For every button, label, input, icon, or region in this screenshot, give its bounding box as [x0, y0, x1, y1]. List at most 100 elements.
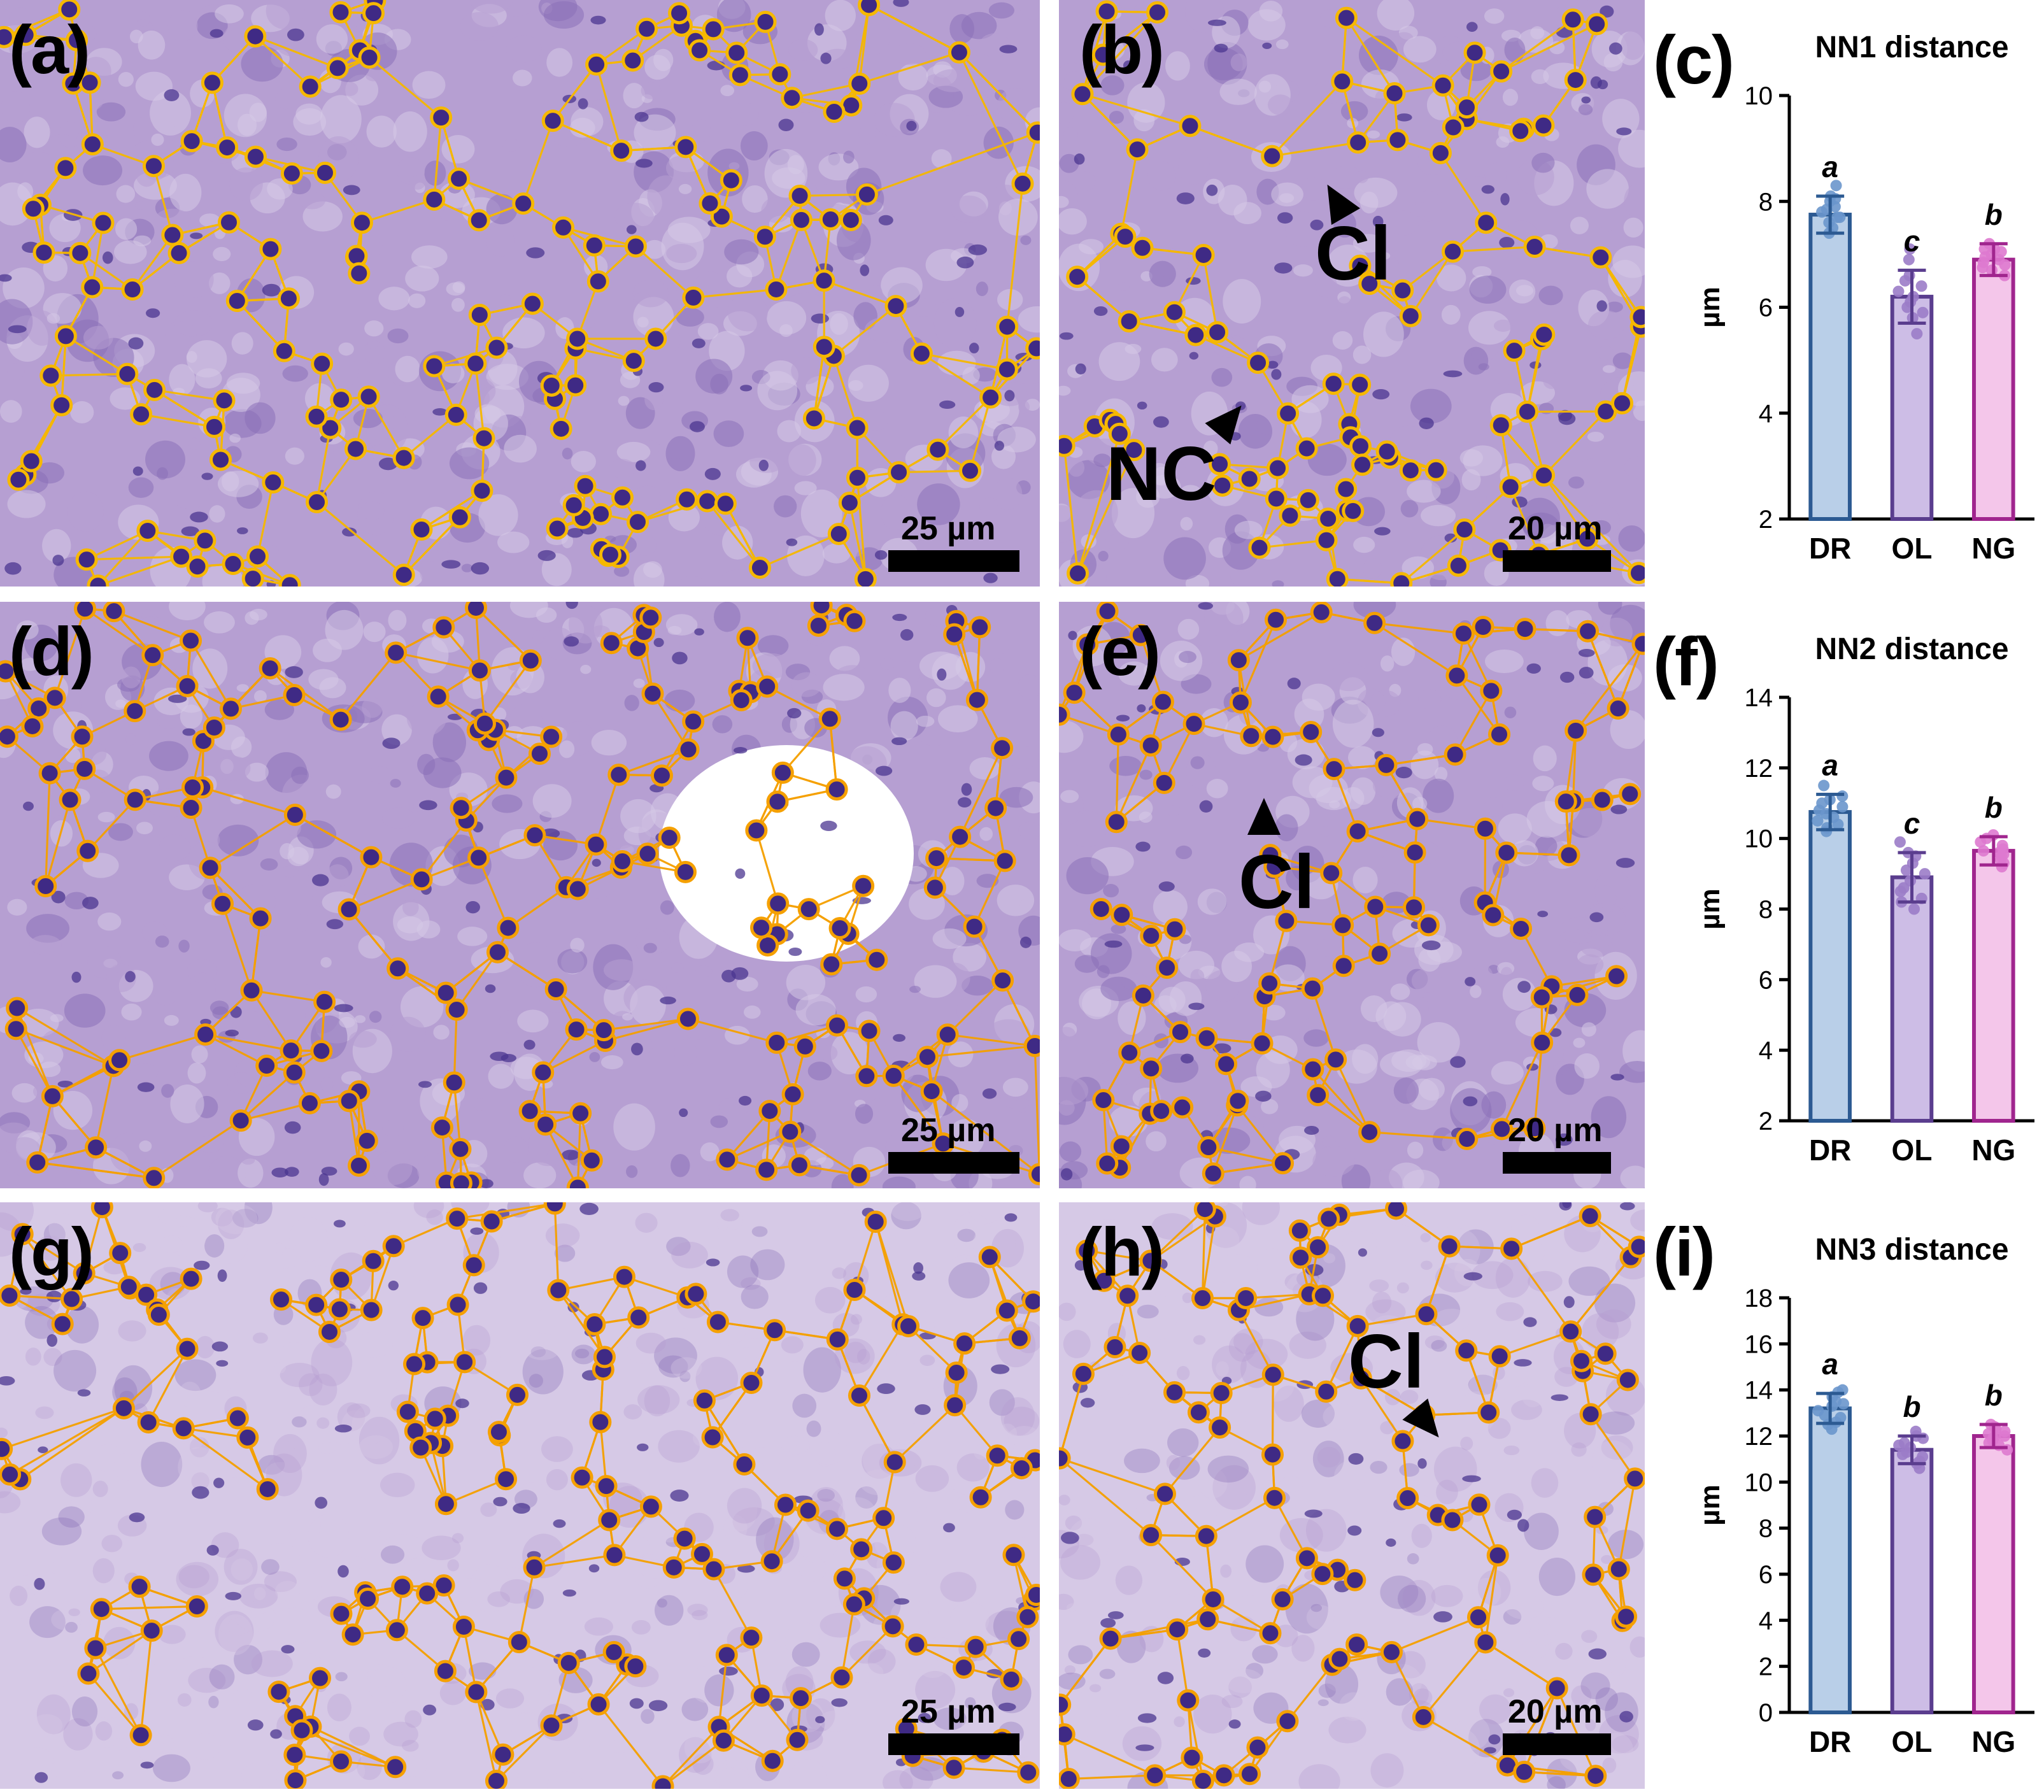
network-node — [827, 780, 846, 799]
network-node — [998, 317, 1017, 336]
network-node — [927, 849, 946, 868]
network-node — [857, 1067, 876, 1086]
network-node — [1559, 846, 1579, 865]
network-node — [1210, 1418, 1230, 1437]
network-node — [602, 634, 621, 653]
network-node — [585, 236, 604, 255]
y-tick-label: 2 — [1759, 1107, 1773, 1135]
network-node — [1322, 864, 1341, 883]
network-node — [822, 955, 841, 974]
network-node — [1470, 1495, 1489, 1514]
network-node — [1351, 437, 1370, 456]
network-node — [1312, 602, 1331, 622]
network-node — [231, 1111, 250, 1130]
network-node — [450, 508, 469, 527]
network-node — [1059, 1770, 1078, 1789]
bar-group-ol: bOL — [1892, 1390, 1933, 1758]
network-node — [1333, 72, 1352, 91]
network-node — [799, 900, 818, 919]
network-node — [781, 1122, 800, 1141]
network-node — [1444, 118, 1463, 137]
network-node — [434, 618, 453, 637]
bar-ol — [1892, 297, 1932, 519]
scale-bar-g: 25 µm — [888, 1693, 1022, 1756]
data-point — [1916, 280, 1927, 292]
network-node — [394, 565, 413, 585]
network-node — [251, 909, 270, 928]
network-node — [660, 828, 679, 848]
network-node — [548, 519, 567, 538]
network-node — [1330, 1649, 1349, 1668]
network-node — [1028, 123, 1040, 142]
network-node — [1120, 1043, 1139, 1062]
network-node — [1517, 402, 1537, 421]
network-node — [60, 790, 80, 809]
network-node — [1278, 1712, 1297, 1731]
network-node — [860, 1021, 879, 1041]
network-node — [432, 1118, 451, 1137]
network-node — [758, 677, 777, 696]
chart-title: NN3 distance — [1815, 1233, 2008, 1267]
network-node — [1348, 821, 1367, 841]
network-node — [467, 1682, 486, 1702]
network-node — [1475, 819, 1494, 838]
network-node — [1059, 1449, 1069, 1468]
bar-group-ng: bNG — [1971, 1379, 2015, 1758]
network-node — [1297, 439, 1316, 458]
data-point — [1899, 275, 1911, 287]
network-node — [856, 569, 875, 587]
network-node — [1535, 325, 1554, 344]
network-node — [1265, 1488, 1284, 1507]
network-node — [1443, 1511, 1462, 1530]
network-node — [1629, 564, 1645, 583]
network-node — [993, 971, 1012, 990]
network-node — [1267, 610, 1286, 629]
network-node — [760, 1102, 779, 1121]
network-node — [1142, 1526, 1161, 1545]
network-node — [413, 1309, 432, 1328]
network-node — [258, 1479, 277, 1498]
network-node — [43, 1086, 62, 1106]
network-node — [469, 211, 488, 230]
network-node — [6, 1020, 25, 1039]
tissue-image-a — [0, 0, 1040, 587]
network-node — [1146, 1766, 1165, 1785]
panel-label-e: (e) — [1079, 617, 1160, 686]
network-node — [582, 1151, 601, 1170]
network-node — [624, 352, 643, 371]
y-tick-label: 10 — [1745, 1468, 1773, 1497]
y-axis-label: µm — [1694, 287, 1726, 327]
network-node — [1291, 1248, 1310, 1267]
network-node — [1107, 813, 1126, 832]
network-node — [1026, 1585, 1040, 1604]
network-node — [163, 225, 182, 245]
network-node — [23, 716, 42, 736]
network-node — [613, 488, 632, 507]
network-node — [1193, 1289, 1212, 1308]
network-node — [387, 643, 406, 662]
network-node — [1025, 1037, 1040, 1056]
network-node — [568, 329, 587, 348]
network-node — [131, 1726, 150, 1745]
annotation-nc-b: NC — [1106, 436, 1216, 512]
network-node — [281, 1041, 301, 1060]
network-node — [756, 12, 775, 31]
network-node — [228, 1409, 247, 1428]
network-node — [261, 239, 280, 259]
network-node — [986, 799, 1005, 818]
network-node — [145, 1169, 164, 1188]
network-node — [393, 1577, 412, 1596]
network-node — [181, 631, 201, 650]
network-node — [828, 1016, 847, 1035]
network-node — [1563, 10, 1582, 29]
x-tick-label: NG — [1971, 532, 2015, 565]
network-node — [1303, 1060, 1323, 1079]
network-node — [313, 354, 332, 373]
network-node — [1249, 353, 1268, 373]
network-node — [1314, 1286, 1333, 1305]
network-node — [1297, 1549, 1316, 1568]
network-node — [944, 1758, 963, 1777]
x-tick-label: DR — [1809, 1134, 1851, 1167]
network-node — [546, 980, 565, 999]
